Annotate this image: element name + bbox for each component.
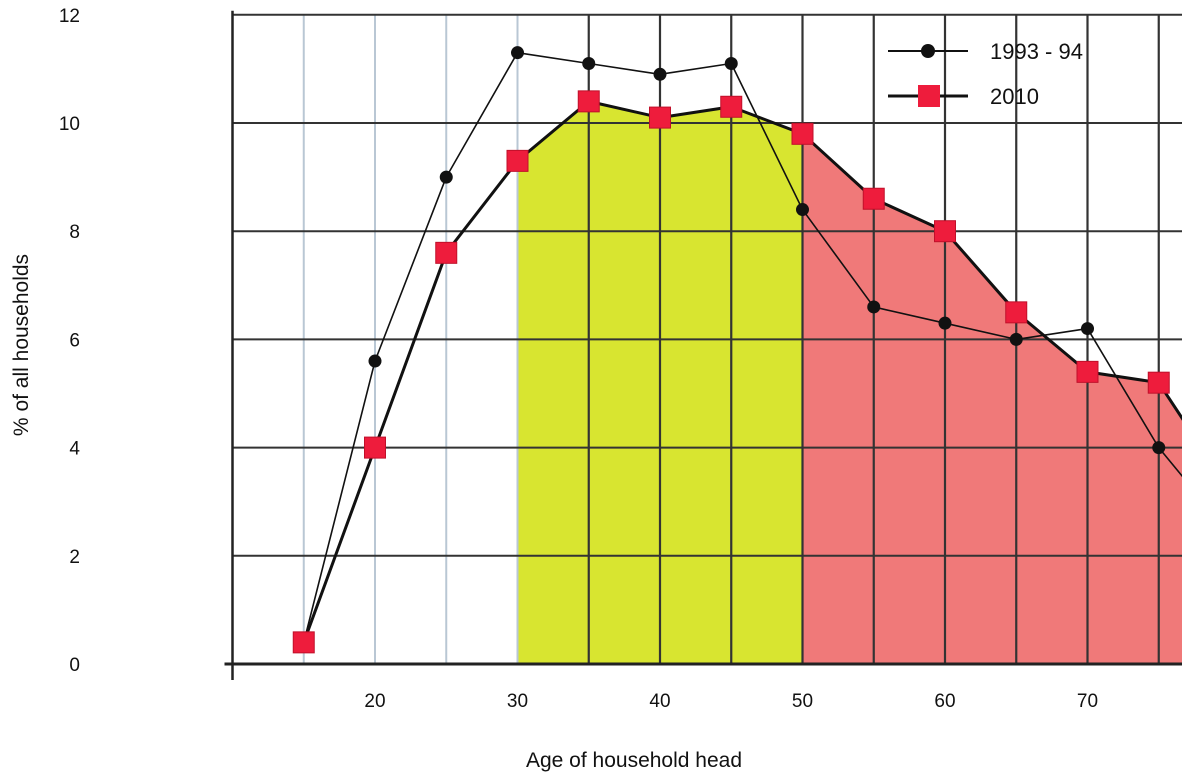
- point-2010-15: [292, 631, 315, 654]
- shaded-region-50-85: [802, 133, 1182, 664]
- y-tick-label-4: 4: [69, 439, 80, 460]
- legend: 1993 - 94 2010: [888, 39, 1083, 109]
- point-1993-94-30: [511, 46, 524, 60]
- point-1993-94-40: [653, 67, 667, 81]
- point-1993-94-50: [796, 203, 809, 217]
- legend-marker-1993-94: [921, 44, 935, 58]
- x-tick-label-20: 20: [364, 691, 385, 712]
- point-2010-30: [506, 149, 529, 172]
- x-axis-title: Age of household head: [526, 749, 742, 772]
- point-1993-94-70: [1081, 322, 1094, 336]
- y-tick-label-0: 0: [69, 655, 80, 676]
- x-tick-label-60: 60: [934, 691, 955, 712]
- y-axis-title: % of all households: [10, 254, 33, 436]
- point-1993-94-20: [368, 354, 382, 368]
- tick-labels: 20304050607080024681012: [59, 6, 1098, 712]
- x-tick-label-30: 30: [507, 691, 528, 712]
- axes: [224, 10, 1182, 680]
- legend-label-1993-94: 1993 - 94: [990, 39, 1083, 64]
- y-tick-label-6: 6: [69, 330, 80, 351]
- point-2010-40: [649, 106, 671, 129]
- point-2010-35: [577, 90, 600, 113]
- x-tick-label-70: 70: [1077, 691, 1098, 712]
- point-2010-50: [791, 122, 814, 145]
- y-tick-label-10: 10: [59, 114, 80, 135]
- point-1993-94-55: [867, 300, 881, 314]
- point-2010-70: [1076, 360, 1099, 383]
- point-1993-94-35: [582, 56, 596, 70]
- point-2010-20: [364, 436, 386, 459]
- legend-marker-2010: [918, 85, 940, 107]
- y-tick-label-8: 8: [69, 222, 80, 243]
- series-group: [292, 46, 1182, 654]
- point-2010-55: [862, 187, 885, 210]
- point-2010-75: [1147, 371, 1170, 394]
- point-1993-94-65: [1009, 332, 1023, 346]
- point-2010-45: [720, 95, 743, 118]
- point-1993-94-60: [938, 316, 952, 330]
- x-tick-label-40: 40: [649, 691, 670, 712]
- point-1993-94-45: [724, 56, 738, 70]
- point-1993-94-75: [1152, 441, 1166, 455]
- point-1993-94-25: [439, 170, 453, 184]
- y-tick-label-2: 2: [69, 547, 80, 568]
- point-2010-60: [934, 220, 956, 243]
- point-2010-65: [1005, 301, 1028, 324]
- point-2010-25: [435, 241, 458, 264]
- x-tick-label-50: 50: [792, 691, 813, 712]
- y-tick-label-12: 12: [59, 6, 80, 27]
- legend-label-2010: 2010: [990, 84, 1039, 109]
